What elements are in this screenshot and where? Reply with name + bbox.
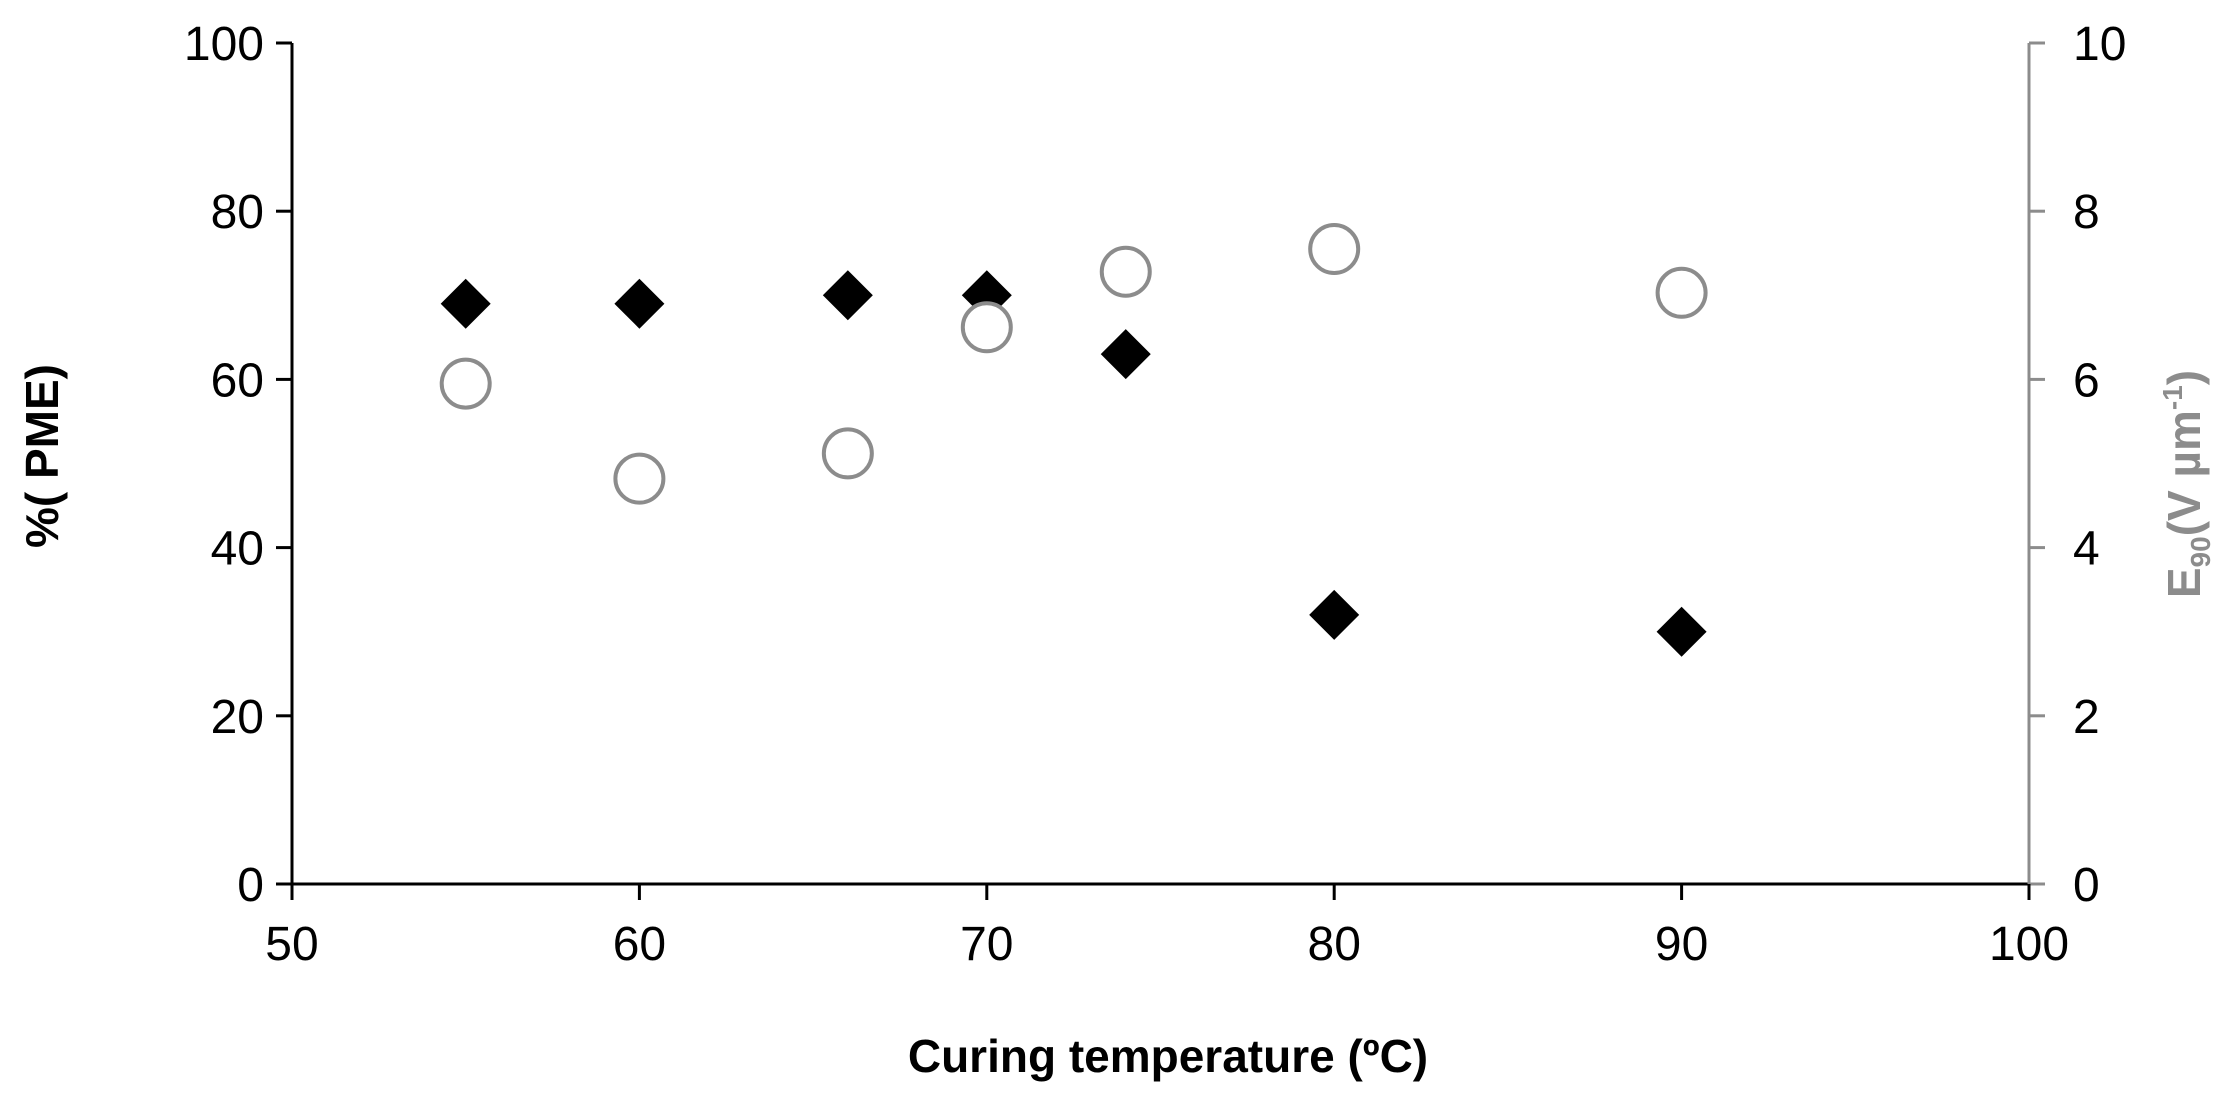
y-left-tick-label: 20: [211, 691, 264, 744]
right-title-rest: (V µm: [2158, 410, 2210, 536]
pme-point: [614, 278, 665, 329]
series-pme: [440, 270, 1707, 657]
pme-point: [440, 278, 491, 329]
axes: [290, 43, 2031, 886]
series-e90: [439, 223, 1708, 505]
pme-point: [1309, 589, 1360, 640]
x-tick-label: 60: [613, 918, 666, 971]
e90-point: [1308, 223, 1361, 276]
x-tick-label: 70: [960, 918, 1013, 971]
y-axis-right-title: E90(V µm-1): [2157, 370, 2216, 598]
x-axis-title: Curing temperature (ºC): [908, 1030, 1428, 1082]
y-right-tick-label: 6: [2073, 354, 2100, 407]
right-title-close: ): [2158, 370, 2210, 385]
e90-point: [439, 357, 492, 410]
e90-point: [613, 452, 666, 505]
y-right-tick-label: 4: [2073, 523, 2100, 576]
x-tick-label: 100: [1989, 918, 2069, 971]
y-left-tick-label: 100: [184, 18, 264, 71]
x-tick-label: 80: [1308, 918, 1361, 971]
right-title-sub: 90: [2185, 536, 2216, 567]
pme-point: [822, 270, 873, 321]
right-title-main: E: [2158, 567, 2210, 598]
y-axis-left-title: %( PME): [16, 364, 68, 548]
y-right-tick-label: 2: [2073, 691, 2100, 744]
pme-point: [1656, 606, 1707, 657]
y-right-tick-label: 10: [2073, 18, 2126, 71]
y-left-tick-label: 0: [237, 859, 264, 912]
e90-point: [821, 427, 874, 480]
right-title-sup: -1: [2157, 385, 2188, 410]
y-left-tick-label: 60: [211, 354, 264, 407]
e90-point: [1655, 266, 1708, 319]
y-right-tick-label: 0: [2073, 859, 2100, 912]
y-left-tick-label: 80: [211, 186, 264, 239]
e90-point: [1099, 245, 1152, 298]
e90-point: [960, 301, 1013, 354]
y-left-tick-label: 40: [211, 523, 264, 576]
pme-point: [1100, 329, 1151, 380]
x-tick-label: 90: [1655, 918, 1708, 971]
y-right-tick-label: 8: [2073, 186, 2100, 239]
x-tick-label: 50: [265, 918, 318, 971]
